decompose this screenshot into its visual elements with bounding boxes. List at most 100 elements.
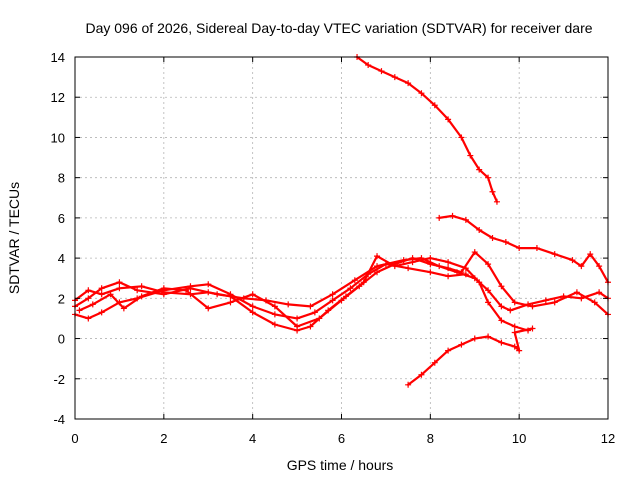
data-point xyxy=(578,295,585,302)
data-point xyxy=(511,299,518,306)
series-track-d xyxy=(76,249,611,330)
data-point xyxy=(458,341,465,348)
data-point xyxy=(418,90,425,97)
data-point xyxy=(187,283,194,290)
data-point xyxy=(596,263,603,270)
y-tick-label: 8 xyxy=(58,171,65,186)
data-point xyxy=(405,265,412,272)
data-point xyxy=(329,291,336,298)
data-point xyxy=(365,62,372,69)
data-point xyxy=(596,289,603,296)
data-point xyxy=(445,265,452,272)
data-point xyxy=(551,251,558,258)
series-track-b xyxy=(72,261,469,322)
data-point xyxy=(294,323,301,330)
data-point xyxy=(351,277,358,284)
data-point xyxy=(391,74,398,81)
data-point xyxy=(374,253,381,260)
data-point xyxy=(529,325,536,332)
y-tick-label: 12 xyxy=(51,90,65,105)
data-point xyxy=(405,80,412,87)
data-point xyxy=(338,297,345,304)
data-point xyxy=(374,269,381,276)
data-point xyxy=(449,212,456,219)
data-point xyxy=(476,279,483,286)
x-tick-label: 12 xyxy=(601,431,615,446)
x-tick-label: 4 xyxy=(249,431,256,446)
data-point xyxy=(227,299,234,306)
data-point xyxy=(294,315,301,322)
series-track-e xyxy=(354,54,500,205)
y-axis-ticks: -4 -2 0 2 4 6 8 10 12 14 xyxy=(51,50,608,427)
data-point xyxy=(573,289,580,296)
x-tick-label: 6 xyxy=(338,431,345,446)
data-point xyxy=(458,269,465,276)
y-tick-label: 0 xyxy=(58,332,65,347)
data-point xyxy=(445,259,452,266)
data-point xyxy=(462,216,469,223)
series-line xyxy=(73,255,530,332)
y-tick-label: 10 xyxy=(51,130,65,145)
data-point xyxy=(462,271,469,278)
data-point xyxy=(431,359,438,366)
data-point xyxy=(271,311,278,318)
data-point xyxy=(116,285,123,292)
data-point xyxy=(120,305,127,312)
data-point xyxy=(271,321,278,328)
data-point xyxy=(427,261,434,268)
data-point xyxy=(85,295,92,302)
x-axis-ticks: 0 2 4 6 8 10 12 xyxy=(71,57,615,446)
data-point xyxy=(569,257,576,264)
data-point xyxy=(516,347,523,354)
data-point xyxy=(205,281,212,288)
data-point xyxy=(285,301,292,308)
data-point xyxy=(316,315,323,322)
series-track-c xyxy=(72,253,532,334)
data-point xyxy=(138,283,145,290)
data-point xyxy=(467,152,474,159)
series-line xyxy=(407,327,534,386)
data-point xyxy=(405,381,412,388)
data-point xyxy=(485,174,492,181)
series-track-f xyxy=(436,212,611,286)
grid xyxy=(75,57,608,419)
data-point xyxy=(489,188,496,195)
data-point xyxy=(511,323,518,330)
data-point xyxy=(98,309,105,316)
data-point xyxy=(529,303,536,310)
y-tick-label: 2 xyxy=(58,291,65,306)
series-line xyxy=(438,214,610,284)
data-point xyxy=(471,249,478,256)
data-series xyxy=(72,54,611,388)
data-point xyxy=(249,309,256,316)
data-point xyxy=(578,263,585,270)
data-point xyxy=(533,245,540,252)
y-tick-label: 14 xyxy=(51,50,65,65)
data-point xyxy=(591,299,598,306)
data-point xyxy=(205,305,212,312)
data-point xyxy=(485,287,492,294)
data-point xyxy=(378,68,385,75)
data-point xyxy=(476,226,483,233)
y-tick-label: -4 xyxy=(53,412,65,427)
data-point xyxy=(249,303,256,310)
data-point xyxy=(476,166,483,173)
data-point xyxy=(329,297,336,304)
data-point xyxy=(445,347,452,354)
x-tick-label: 2 xyxy=(160,431,167,446)
data-point xyxy=(116,279,123,286)
data-point xyxy=(511,343,518,350)
data-point xyxy=(471,335,478,342)
y-tick-label: -2 xyxy=(53,372,65,387)
data-point xyxy=(98,285,105,292)
data-point xyxy=(485,299,492,306)
data-point xyxy=(249,291,256,298)
data-point xyxy=(485,261,492,268)
data-point xyxy=(307,323,314,330)
data-point xyxy=(498,303,505,310)
data-point xyxy=(458,134,465,141)
data-point xyxy=(436,214,443,221)
data-point xyxy=(89,301,96,308)
data-point xyxy=(183,287,190,294)
